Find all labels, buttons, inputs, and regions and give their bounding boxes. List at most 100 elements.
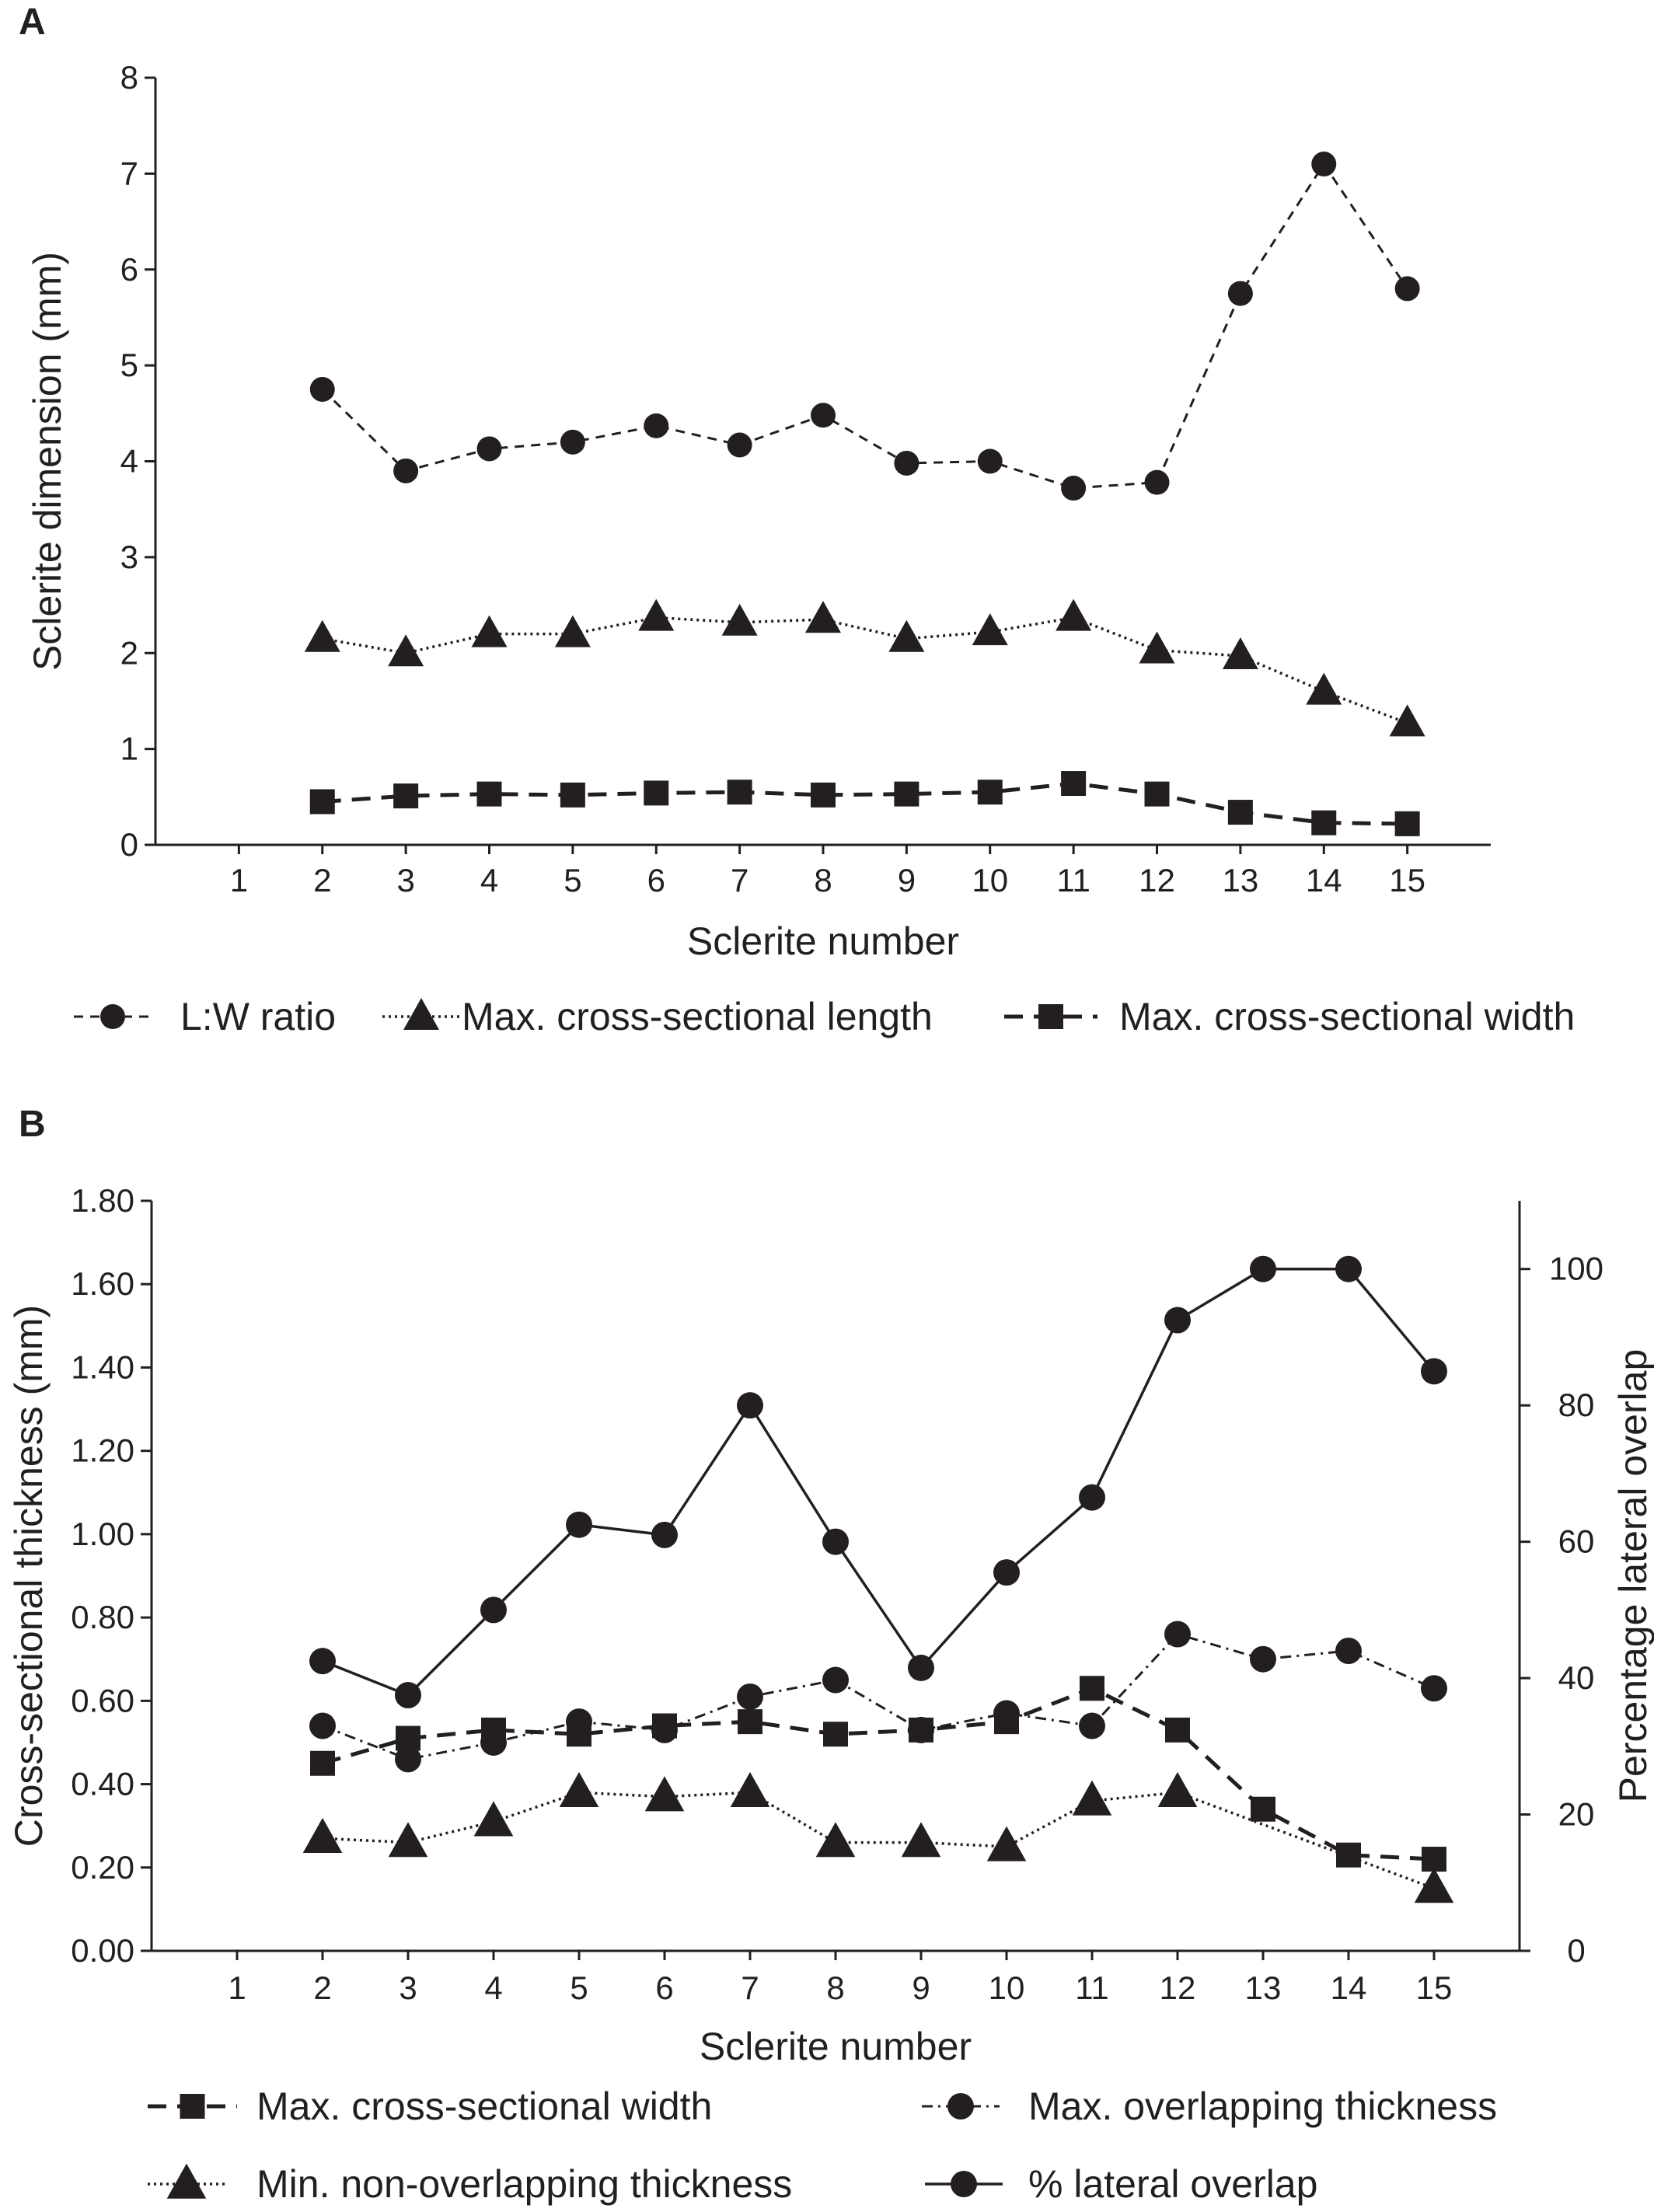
data-point [310, 1750, 335, 1776]
x-tick-label: 6 [647, 862, 665, 898]
data-point [644, 413, 669, 438]
y-tick-label: 1.60 [71, 1265, 134, 1302]
data-point [1306, 672, 1342, 705]
data-point [811, 782, 836, 808]
x-tick-label: 12 [1139, 862, 1175, 898]
data-point [1394, 276, 1420, 302]
data-point [822, 1528, 849, 1555]
data-point [1061, 476, 1087, 501]
y-axis-label: Sclerite dimension (mm) [26, 252, 69, 671]
x-tick-label: 5 [570, 1970, 588, 2006]
legend-label: Max. overlapping thickness [1028, 2085, 1497, 2128]
data-point [554, 615, 591, 647]
x-tick-label: 9 [912, 1970, 930, 2006]
y-axis-label: Cross-sectional thickness (mm) [7, 1305, 51, 1847]
legend-entry-max-cross-sectional-length: Max. cross-sectional length [382, 995, 933, 1038]
data-point [651, 1716, 678, 1743]
data-point [560, 429, 585, 455]
x-axis-label: Sclerite number [700, 2025, 972, 2068]
legend-label: % lateral overlap [1028, 2162, 1317, 2206]
data-point [727, 780, 752, 805]
data-point [1335, 1638, 1362, 1664]
data-point [1139, 631, 1175, 664]
series-lateral-overlap [309, 1255, 1447, 1709]
series-line [321, 162, 1408, 490]
data-point [1335, 1255, 1362, 1282]
data-point [393, 783, 419, 809]
y-right-tick-label: 100 [1549, 1251, 1603, 1287]
data-point [1157, 1771, 1198, 1807]
data-point [815, 1822, 856, 1858]
data-point [1250, 1255, 1276, 1282]
data-point [1165, 1717, 1190, 1743]
data-point [309, 1648, 336, 1675]
y-tick-label: 0 [120, 826, 138, 863]
series-line [322, 1267, 1436, 1697]
data-point [1227, 800, 1253, 825]
x-tick-label: 8 [814, 862, 832, 898]
series-line [322, 1686, 1435, 1861]
data-point [471, 615, 508, 647]
panel-letter-a: A [19, 2, 46, 43]
legend-label: L:W ratio [180, 995, 336, 1038]
x-tick-label: 3 [399, 1970, 417, 2006]
y-tick-label: 1.40 [71, 1348, 134, 1385]
data-point [993, 1700, 1020, 1727]
y-right-tick-label: 20 [1558, 1796, 1595, 1833]
data-point [309, 376, 335, 402]
y-right-tick-label: 0 [1567, 1932, 1585, 1969]
y-right-tick-label: 80 [1558, 1387, 1595, 1423]
legend-marker [1038, 1004, 1063, 1029]
data-point [737, 1683, 763, 1710]
data-point [566, 1708, 592, 1736]
x-tick-label: 12 [1160, 1970, 1196, 2006]
legend-marker [180, 2094, 205, 2119]
data-point [1251, 1796, 1275, 1822]
x-tick-label: 13 [1223, 862, 1259, 898]
x-tick-label: 13 [1245, 1970, 1282, 2006]
chart-b: 0.00 0.20 0.40 0.60 0.80 1.00 1.20 1.40 1.60 1.80… [7, 1182, 1654, 2206]
y-tick-label: 0.20 [71, 1849, 134, 1886]
legend-entry-max-cross-sectional-width: Max. cross-sectional width [1004, 995, 1575, 1038]
data-point [644, 1776, 685, 1812]
data-point [476, 436, 502, 462]
x-tick-label: 8 [826, 1970, 844, 2006]
x-axis-label: Sclerite number [687, 919, 959, 963]
y-tick-label: 3 [120, 539, 138, 575]
series-line [322, 781, 1408, 826]
x-tick-label: 2 [313, 1970, 331, 2006]
series-max-cross-sectional-length [304, 598, 1425, 737]
legend-label: Max. cross-sectional length [462, 995, 933, 1038]
y-right-tick-label: 40 [1558, 1659, 1595, 1696]
legend-marker [947, 2093, 974, 2120]
legend-entry-max-cross-sectional-width: Max. cross-sectional width [148, 2085, 712, 2128]
data-point [638, 598, 675, 631]
x-tick-label: 2 [313, 862, 331, 898]
series-line [322, 1791, 1435, 1890]
data-point [1080, 1676, 1104, 1701]
series-min-non-overlapping-thickness [302, 1771, 1454, 1903]
x-tick-label: 7 [741, 1970, 759, 2006]
data-point [738, 1709, 762, 1735]
data-point [1144, 469, 1170, 495]
x-tick-label: 9 [898, 862, 916, 898]
data-point [993, 1559, 1020, 1586]
data-point [972, 613, 1008, 646]
legend-marker [100, 1004, 125, 1029]
data-point [473, 1801, 514, 1837]
data-point [901, 1822, 941, 1858]
data-point [302, 1817, 343, 1853]
series-l-w-ratio [309, 152, 1420, 501]
data-point [805, 601, 841, 633]
y-tick-label: 8 [120, 59, 138, 96]
y-tick-label: 2 [120, 634, 138, 671]
y-tick-label: 1.20 [71, 1432, 134, 1469]
data-point [395, 1682, 421, 1709]
x-tick-label: 10 [989, 1970, 1025, 2006]
y-tick-label: 0.80 [71, 1599, 134, 1635]
data-point [737, 1392, 763, 1419]
x-tick-label: 10 [972, 862, 1008, 898]
legend-marker [166, 2163, 207, 2199]
data-point [908, 1654, 934, 1681]
